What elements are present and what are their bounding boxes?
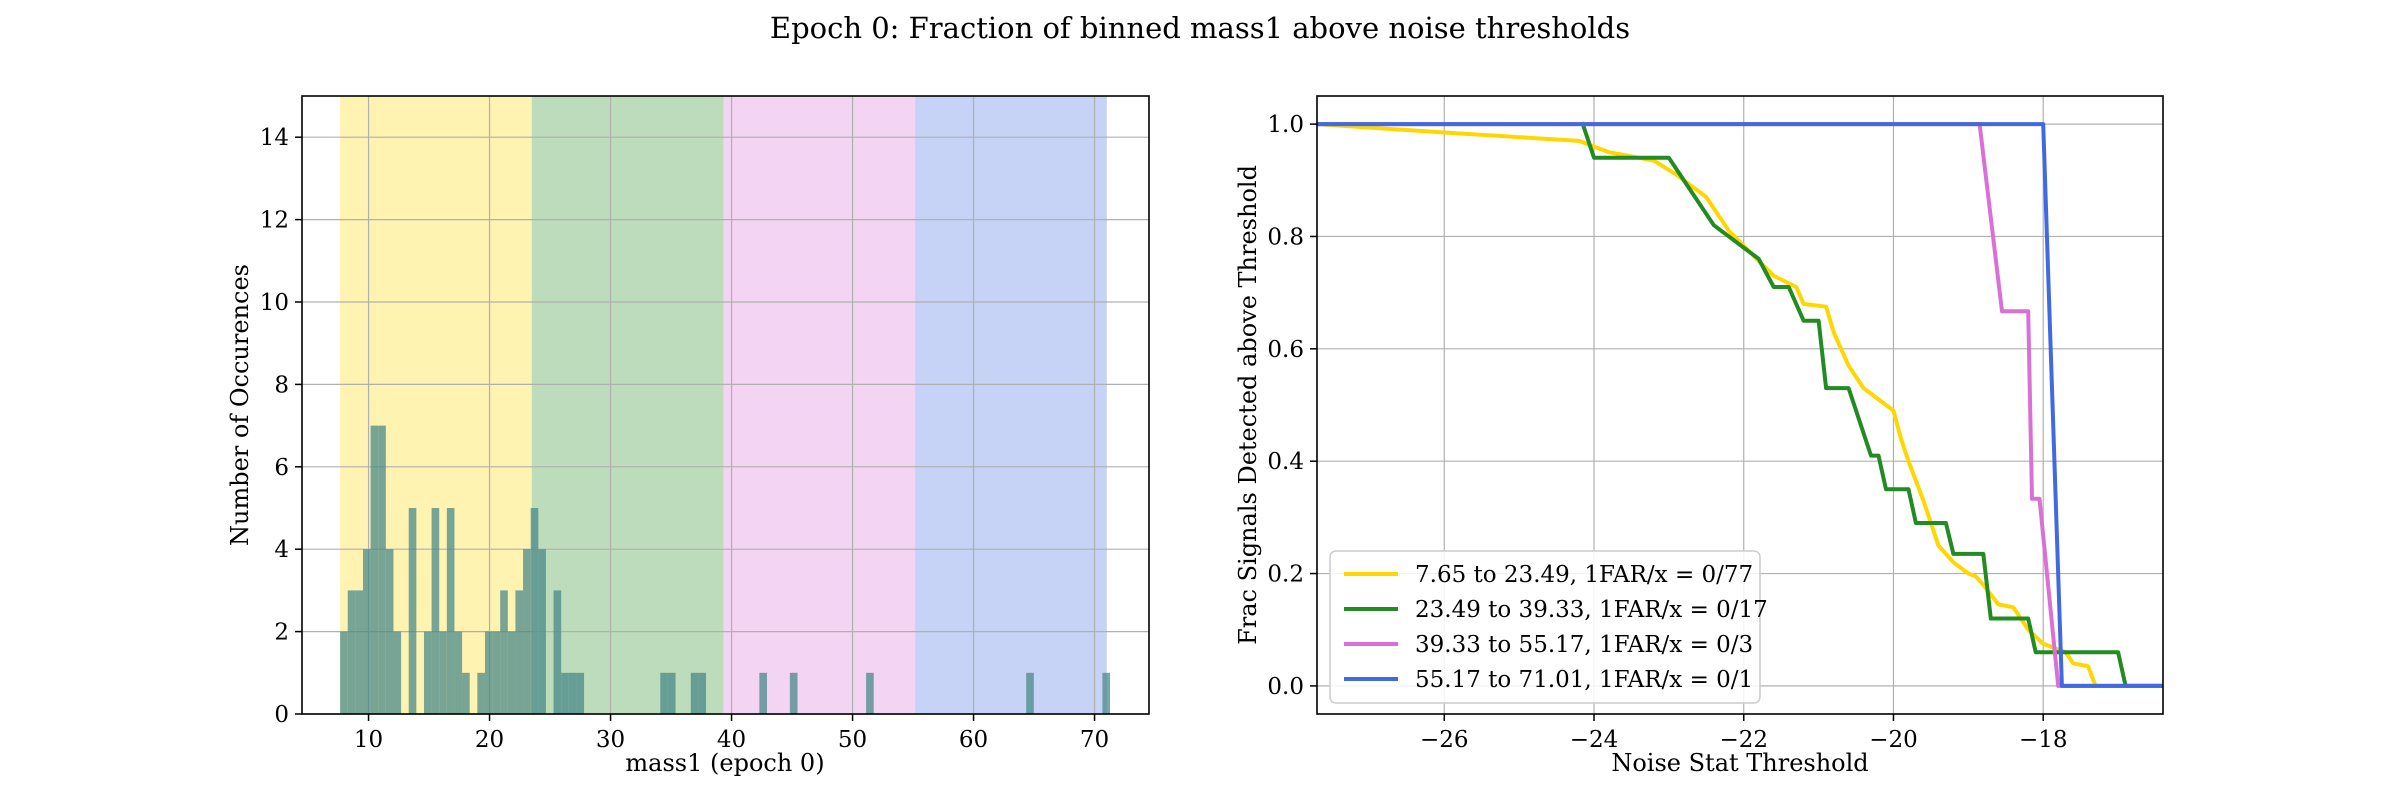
histogram-bar [408,508,417,714]
y-tick-label: 12 [260,208,289,234]
y-tick-label: 0 [274,702,289,728]
y-tick-label: 0.0 [1267,674,1304,700]
histogram-bar [538,549,546,714]
y-tick-label: 0.2 [1267,562,1304,588]
histogram-bar [378,425,386,714]
y-tick-label: 6 [274,455,289,481]
histogram-bar [362,549,371,714]
y-tick-label: 1.0 [1267,112,1304,138]
legend: 7.65 to 23.49, 1FAR/x = 0/77 23.49 to 39.… [1329,550,1768,704]
y-tick-label: 10 [260,290,289,316]
histogram-bar [340,631,348,714]
histogram-bar [866,672,874,714]
histogram-bar [523,549,531,714]
histogram-bar [507,631,516,714]
x-tick-label: 40 [717,727,746,753]
series-line-3 [1317,122,2163,688]
histogram-bar [446,508,455,714]
line-chart-x-ticks: −26 −24 −22 −20 −18 [1420,714,2067,753]
line-chart-axes-frame [1316,95,2164,715]
x-tick-label: −22 [1719,727,1768,753]
x-tick-label: 60 [959,727,988,753]
y-tick-label: 8 [274,372,289,398]
histogram-bar [1026,672,1034,714]
histogram-bar [789,672,798,714]
x-tick-label: −24 [1570,727,1619,753]
histogram-bar [515,590,524,714]
mass-bin-shade-4 [915,96,1107,714]
histogram-y-ticks: 0 2 4 6 8 10 12 14 [260,125,302,728]
histogram-bar [660,672,668,714]
histogram-bar [423,631,432,714]
histogram-axes-frame [301,95,1150,715]
mass-bin-shade-3 [723,96,916,714]
y-tick-label: 0.8 [1267,224,1304,250]
line-chart-series [1317,121,2163,688]
x-tick-label: −18 [2019,727,2068,753]
legend-label-3: 39.33 to 55.17, 1FAR/x = 0/3 [1415,632,1753,658]
histogram-bar [530,508,539,714]
legend-box [1329,550,1761,704]
mass-bin-shade-2 [531,96,724,714]
histogram-bar [431,508,440,714]
histogram-bar [576,672,585,714]
histogram-x-ticks: 10 20 30 40 50 60 70 [354,714,1109,753]
x-tick-label: 50 [838,727,867,753]
histogram-chart: 10 20 30 40 50 60 70 0 2 4 6 8 10 12 14 mass1 (epoch … [226,95,1150,777]
histogram-y-axis-label: Number of Occurences [226,264,254,546]
histogram-bar [698,672,707,714]
line-chart-x-axis-label: Noise Stat Threshold [1611,749,1868,777]
histogram-bar [492,631,501,714]
x-tick-label: 70 [1080,727,1109,753]
figure-suptitle: Epoch 0: Fraction of binned mass1 above … [770,11,1630,45]
line-chart-y-ticks: 0.0 0.2 0.4 0.6 0.8 1.0 [1267,112,1317,700]
histogram-bar [667,672,676,714]
x-tick-label: 20 [475,727,504,753]
histogram-bar [561,672,569,714]
histogram-bar [690,672,699,714]
histogram-bar [553,590,562,714]
legend-label-4: 55.17 to 71.01, 1FAR/x = 0/1 [1415,667,1753,693]
histogram-bar [385,549,394,714]
y-tick-label: 0.4 [1267,449,1304,475]
histogram-bar [393,631,402,714]
x-tick-label: −20 [1869,727,1918,753]
histogram-bar [347,590,356,714]
histogram-bar [1102,672,1111,714]
line-chart-y-axis-label: Frac Signals Detected above Threshold [1234,165,1262,645]
histogram-bar [484,631,493,714]
x-tick-label: 10 [354,727,383,753]
x-tick-label: −26 [1420,727,1469,753]
x-tick-label: 30 [596,727,625,753]
series-line-2 [1580,121,2163,688]
histogram-bar [439,631,447,714]
legend-label-2: 23.49 to 39.33, 1FAR/x = 0/17 [1415,597,1768,623]
histogram-bar [500,590,508,714]
histogram-bar [477,672,485,714]
series-line-4 [1317,122,2163,688]
histogram-bar [355,590,363,714]
y-tick-label: 2 [274,620,289,646]
legend-entries: 7.65 to 23.49, 1FAR/x = 0/77 23.49 to 39.… [1344,562,1768,693]
mass-bin-shading [340,96,1107,714]
histogram-bar [370,425,379,714]
histogram-bar [462,672,470,714]
histogram-bar [454,631,463,714]
histogram-x-axis-label: mass1 (epoch 0) [625,749,824,777]
threshold-line-chart: −26 −24 −22 −20 −18 0.0 0.2 0.4 0.6 0.8 1.0 Noise… [1234,95,2164,777]
histogram-bar [568,672,577,714]
legend-label-1: 7.65 to 23.49, 1FAR/x = 0/77 [1415,562,1753,588]
histogram-bar [759,672,768,714]
histogram-bars [340,425,1111,714]
y-tick-label: 14 [260,125,289,151]
y-tick-label: 4 [274,537,289,563]
y-tick-label: 0.6 [1267,337,1304,363]
